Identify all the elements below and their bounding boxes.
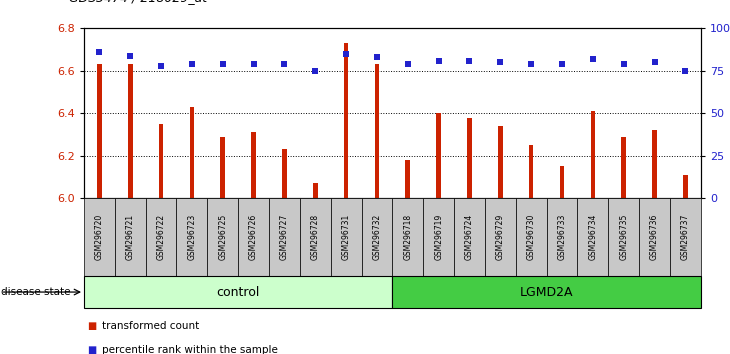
Point xyxy=(402,61,414,67)
Bar xyxy=(269,198,300,276)
Text: percentile rank within the sample: percentile rank within the sample xyxy=(102,346,278,354)
Bar xyxy=(300,198,331,276)
Bar xyxy=(670,198,701,276)
Point xyxy=(526,61,537,67)
Bar xyxy=(374,64,380,198)
Text: ■: ■ xyxy=(88,346,97,354)
Bar xyxy=(331,198,361,276)
Point xyxy=(155,63,167,69)
Text: GSM296719: GSM296719 xyxy=(434,214,443,260)
Point xyxy=(433,58,445,63)
Text: control: control xyxy=(217,286,260,298)
Bar xyxy=(84,276,393,308)
Bar xyxy=(393,198,423,276)
Text: GSM296737: GSM296737 xyxy=(681,214,690,261)
Text: GSM296735: GSM296735 xyxy=(619,214,629,261)
Point xyxy=(93,49,105,55)
Bar xyxy=(515,198,547,276)
Text: GSM296729: GSM296729 xyxy=(496,214,505,260)
Text: GSM296725: GSM296725 xyxy=(218,214,227,260)
Bar xyxy=(207,198,238,276)
Text: GSM296726: GSM296726 xyxy=(249,214,258,260)
Bar xyxy=(529,145,534,198)
Bar xyxy=(128,64,133,198)
Bar xyxy=(190,107,194,198)
Text: GSM296723: GSM296723 xyxy=(188,214,196,260)
Bar xyxy=(251,132,256,198)
Bar xyxy=(608,198,639,276)
Bar xyxy=(145,198,177,276)
Text: GSM296722: GSM296722 xyxy=(156,214,166,260)
Point xyxy=(279,61,291,67)
Point xyxy=(587,56,599,62)
Text: GSM296732: GSM296732 xyxy=(372,214,382,260)
Bar xyxy=(454,198,485,276)
Bar xyxy=(344,43,348,198)
Text: GSM296731: GSM296731 xyxy=(342,214,350,260)
Bar xyxy=(84,198,115,276)
Point xyxy=(371,55,383,60)
Bar xyxy=(97,64,101,198)
Bar xyxy=(467,118,472,198)
Text: LGMD2A: LGMD2A xyxy=(520,286,573,298)
Bar xyxy=(405,160,410,198)
Point xyxy=(649,59,661,65)
Point xyxy=(464,58,475,63)
Text: ■: ■ xyxy=(88,321,97,331)
Point xyxy=(618,61,629,67)
Text: GSM296718: GSM296718 xyxy=(403,214,412,260)
Point xyxy=(124,53,136,58)
Text: GSM296734: GSM296734 xyxy=(588,214,597,261)
Bar xyxy=(639,198,670,276)
Bar xyxy=(158,124,164,198)
Text: GSM296728: GSM296728 xyxy=(311,214,320,260)
Bar xyxy=(313,183,318,198)
Point xyxy=(556,61,568,67)
Bar xyxy=(498,126,503,198)
Text: GDS3474 / 218029_at: GDS3474 / 218029_at xyxy=(69,0,207,4)
Text: GSM296733: GSM296733 xyxy=(558,214,566,261)
Bar xyxy=(577,198,608,276)
Text: GSM296736: GSM296736 xyxy=(650,214,659,261)
Bar xyxy=(683,175,688,198)
Bar xyxy=(115,198,145,276)
Point xyxy=(494,59,506,65)
Text: GSM296727: GSM296727 xyxy=(280,214,289,260)
Bar xyxy=(177,198,207,276)
Point xyxy=(186,61,198,67)
Text: GSM296724: GSM296724 xyxy=(465,214,474,260)
Bar xyxy=(282,149,287,198)
Text: disease state: disease state xyxy=(1,287,71,297)
Bar xyxy=(238,198,269,276)
Point xyxy=(340,51,352,57)
Bar xyxy=(437,113,441,198)
Bar xyxy=(220,137,225,198)
Bar xyxy=(591,111,595,198)
Bar xyxy=(423,198,454,276)
Text: GSM296720: GSM296720 xyxy=(95,214,104,260)
Point xyxy=(217,61,228,67)
Bar xyxy=(560,166,564,198)
Bar xyxy=(547,198,577,276)
Bar xyxy=(393,276,701,308)
Bar xyxy=(485,198,515,276)
Bar xyxy=(361,198,393,276)
Bar xyxy=(621,137,626,198)
Point xyxy=(247,61,259,67)
Text: GSM296721: GSM296721 xyxy=(126,214,135,260)
Point xyxy=(680,68,691,74)
Bar xyxy=(652,130,657,198)
Point xyxy=(310,68,321,74)
Text: transformed count: transformed count xyxy=(102,321,199,331)
Text: GSM296730: GSM296730 xyxy=(526,214,536,261)
